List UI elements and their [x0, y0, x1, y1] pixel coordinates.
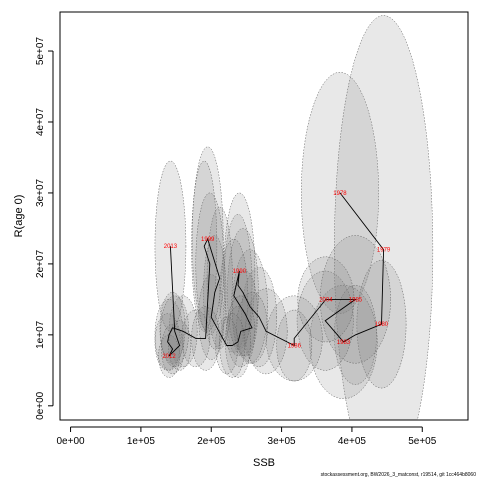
trajectory-polyline: [167, 192, 385, 357]
ellipse-1979: [334, 15, 434, 420]
x-tick-label: 4e+05: [338, 436, 367, 447]
year-label-1978: 1978: [333, 191, 347, 197]
x-tick-label: 0e+00: [57, 436, 86, 447]
year-label-1986: 1986: [288, 343, 302, 349]
y-tick-label: 2e+07: [35, 249, 46, 278]
year-labels: 1978 1979 1980 1983 1985 2004 1986 1990 1999 2012…: [162, 191, 391, 360]
year-label-1999: 1999: [201, 237, 215, 243]
source-caption: stockassessment.org, BW2026_3_matconst, …: [320, 472, 476, 478]
x-tick-label: 3e+05: [268, 436, 297, 447]
year-label-1985: 1985: [349, 297, 363, 303]
trajectory-line: [167, 192, 385, 357]
year-label-1983: 1983: [337, 340, 351, 346]
y-tick-label: 4e+07: [35, 108, 46, 137]
year-label-2013: 2013: [164, 244, 178, 250]
y-axis: 0e+00 1e+07 2e+07 3e+07 4e+07 5e+07: [35, 37, 54, 420]
x-tick-label: 2e+05: [197, 436, 226, 447]
y-tick-label: 0e+00: [35, 391, 46, 420]
x-axis-title: SSB: [253, 457, 275, 469]
y-axis-title: R(age 0): [13, 195, 25, 238]
y-tick-label: 1e+07: [35, 320, 46, 349]
year-label-1990: 1990: [233, 269, 247, 275]
x-axis: 0e+00 1e+05 2e+05 3e+05 4e+05 5e+05: [57, 426, 437, 447]
x-tick-label: 5e+05: [408, 436, 437, 447]
confidence-ellipses: [154, 15, 434, 420]
plot-frame: [59, 11, 469, 421]
year-label-2012: 2012: [162, 354, 176, 360]
y-tick-label: 3e+07: [35, 178, 46, 207]
year-label-1980: 1980: [375, 322, 389, 328]
year-label-2004: 2004: [319, 297, 333, 303]
year-label-1979: 1979: [377, 248, 391, 254]
ellipse-2013: [154, 160, 187, 332]
x-tick-label: 1e+05: [127, 436, 156, 447]
y-tick-label: 5e+07: [35, 37, 46, 66]
